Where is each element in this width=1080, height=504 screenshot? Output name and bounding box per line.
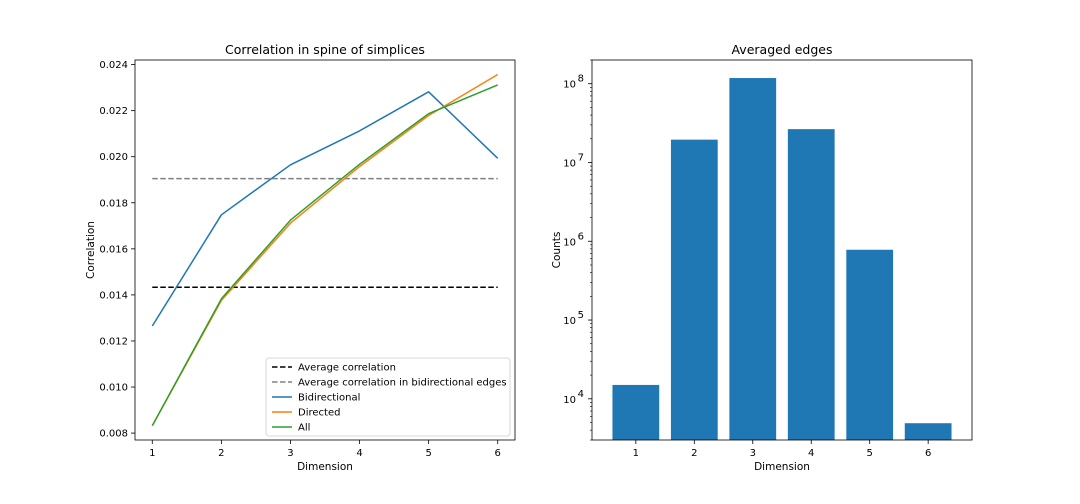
chart2-y-tick-label: 10: [563, 80, 576, 91]
chart2-title: Averaged edges: [731, 42, 832, 57]
chart1-legend: Average correlation Average correlation i…: [265, 357, 511, 437]
chart2-y-tick-exponent: 6: [578, 231, 584, 242]
chart1-x-axis-label: Dimension: [297, 461, 353, 473]
chart2-x-tick-label: 5: [867, 448, 873, 459]
chart2-x-tick-label: 4: [808, 448, 814, 459]
chart1-y-tick-label: 0.022: [99, 106, 128, 117]
chart2-y-tick-label: 10: [563, 237, 576, 248]
chart2-y-tick-exponent: 5: [578, 310, 584, 321]
chart1-y-tick-label: 0.016: [99, 244, 128, 255]
chart2-bar: [670, 139, 718, 440]
chart2-x-tick-label: 6: [925, 448, 931, 459]
chart2-bar: [612, 384, 660, 440]
chart1-legend-box: [265, 357, 511, 437]
chart2-axes-frame: [591, 59, 973, 441]
chart2-bar: [787, 129, 835, 440]
correlation-line-chart: Correlation in spine of simplices 1 2 3 4 5 6…: [85, 42, 516, 473]
chart2-y-tick-label: 10: [563, 316, 576, 327]
chart1-series-line: [151, 84, 498, 427]
chart2-bar: [904, 423, 952, 440]
chart2-y-tick-exponent: 4: [578, 389, 584, 400]
chart2-y-axis-label: Counts: [551, 232, 563, 269]
chart1-legend-label: Directed: [298, 408, 340, 419]
chart1-x-tick-label: 5: [425, 448, 431, 459]
chart1-y-tick-label: 0.024: [99, 60, 128, 71]
chart1-y-tick-label: 0.010: [99, 383, 128, 394]
chart1-y-tick-label: 0.020: [99, 152, 128, 163]
chart1-y-axis-label: Correlation: [85, 221, 97, 279]
chart2-bar: [729, 78, 777, 441]
chart1-x-tick-label: 6: [495, 448, 501, 459]
chart1-x-tick-label: 4: [356, 448, 362, 459]
chart1-y-tick-label: 0.008: [99, 429, 128, 440]
chart2-x-tick-label: 2: [691, 448, 697, 459]
chart2-x-tick-label: 3: [750, 448, 756, 459]
chart2-bars: [612, 78, 952, 441]
chart2-y-tick-exponent: 7: [578, 152, 584, 163]
chart2-y-tick-exponent: 8: [578, 74, 584, 85]
chart1-y-tick-label: 0.012: [99, 336, 128, 347]
chart1-x-tick-label: 2: [218, 448, 224, 459]
chart2-bar: [846, 249, 894, 440]
chart1-ticks: 1 2 3 4 5 6 0.008 0.010 0.012 0.014 0.016 0.018 0.02…: [99, 60, 501, 459]
chart2-y-tick-label: 10: [563, 158, 576, 169]
chart2-y-tick-label: 10: [563, 395, 576, 406]
chart1-legend-label: All: [298, 423, 310, 434]
chart1-x-tick-label: 1: [149, 448, 155, 459]
chart1-y-tick-label: 0.014: [99, 290, 128, 301]
chart1-x-tick-label: 3: [287, 448, 293, 459]
chart1-legend-label: Average correlation in bidirectional edg…: [298, 378, 507, 389]
chart2-x-axis-label: Dimension: [754, 461, 810, 473]
chart1-legend-label: Bidirectional: [298, 393, 360, 404]
chart2-x-tick-label: 1: [633, 448, 639, 459]
chart1-axes-frame: [134, 59, 516, 441]
chart1-legend-label: Average correlation: [298, 363, 396, 374]
chart1-title: Correlation in spine of simplices: [225, 42, 425, 57]
chart1-plot-area: [151, 73, 499, 427]
chart1-series-line: [151, 91, 499, 327]
chart1-y-tick-label: 0.018: [99, 198, 128, 209]
